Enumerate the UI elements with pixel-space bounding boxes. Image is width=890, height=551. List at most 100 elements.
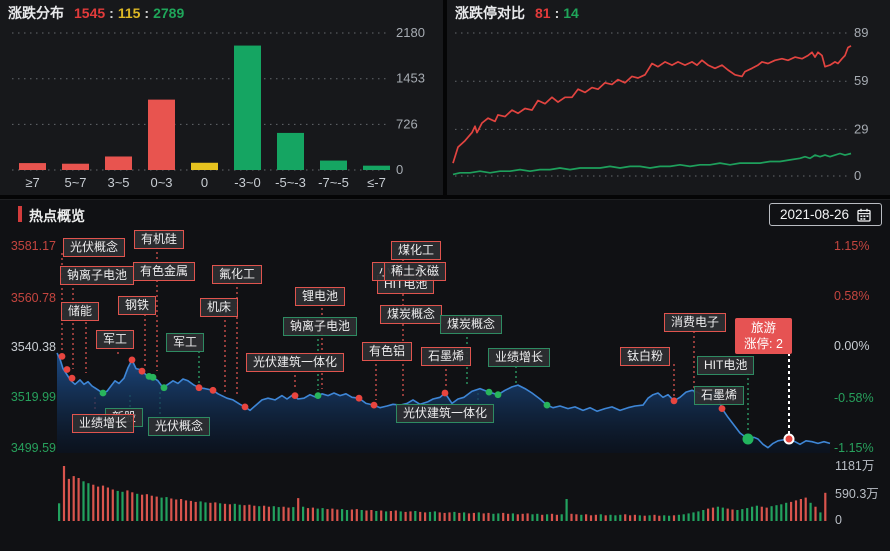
event-dot-down bbox=[485, 388, 493, 396]
y-tick: 0 bbox=[396, 162, 403, 177]
volume-bar bbox=[189, 500, 192, 521]
hotspot-label[interactable]: 机床 bbox=[200, 298, 239, 317]
hotspot-label[interactable]: 军工 bbox=[166, 333, 205, 352]
x-category: 5~7 bbox=[64, 175, 86, 190]
event-dot-up bbox=[670, 397, 678, 405]
hotspot-label[interactable]: 氟化工 bbox=[212, 265, 263, 284]
hotspot-label[interactable]: 军工 bbox=[96, 330, 135, 349]
volume-bar bbox=[365, 510, 368, 521]
volume-bar bbox=[643, 515, 646, 521]
current-point-dot bbox=[783, 433, 795, 445]
distribution-bar bbox=[320, 160, 347, 170]
volume-bar bbox=[677, 514, 680, 521]
volume-bar bbox=[711, 507, 715, 521]
hotspot-label[interactable]: 钠离子电池 bbox=[283, 317, 358, 336]
hotspot-label[interactable]: 锂电池 bbox=[295, 287, 346, 306]
volume-bar bbox=[458, 512, 461, 521]
title-accent-bar bbox=[18, 206, 22, 222]
volume-bar bbox=[487, 512, 490, 521]
hotspot-label[interactable]: 有色铝 bbox=[362, 342, 413, 361]
event-dot-up bbox=[241, 403, 249, 411]
volume-bar bbox=[814, 506, 817, 521]
x-category: -3~0 bbox=[234, 175, 260, 190]
volume-bar bbox=[682, 514, 685, 521]
hotspot-label[interactable]: 钠离子电池 bbox=[60, 266, 135, 285]
volume-bar bbox=[394, 510, 397, 521]
hotspot-label[interactable]: 光伏建筑一体化 bbox=[396, 404, 495, 423]
hotspot-label[interactable]: 煤炭概念 bbox=[380, 305, 443, 324]
event-dot-up bbox=[58, 353, 66, 360]
volume-bar bbox=[502, 512, 505, 521]
volume-bar bbox=[448, 512, 451, 521]
volume-bar bbox=[136, 493, 139, 521]
hotspot-label[interactable]: 光伏概念 bbox=[148, 417, 211, 436]
panel-distribution: 涨跌分布 1545 : 115 : 2789 2180 1453 726 0 ≥7 5~7… bbox=[0, 0, 443, 195]
volume-bar bbox=[131, 492, 134, 521]
volume-bar bbox=[809, 502, 812, 521]
y-tick: 0 bbox=[854, 168, 861, 183]
hotspot-label[interactable]: 业绩增长 bbox=[488, 348, 551, 367]
index-area bbox=[57, 353, 830, 453]
hotspot-label[interactable]: HIT电池 bbox=[697, 356, 755, 375]
volume-bar bbox=[370, 510, 373, 521]
volume-bar bbox=[765, 507, 768, 521]
hotspots-title: 热点概览 bbox=[29, 208, 85, 224]
volume-bar bbox=[345, 510, 349, 521]
hotspot-label[interactable]: 储能 bbox=[61, 302, 100, 321]
hotspot-label[interactable]: 石墨烯 bbox=[421, 347, 472, 366]
volume-bar bbox=[790, 501, 793, 521]
x-category: ≤-7 bbox=[367, 175, 386, 190]
volume-bar bbox=[648, 515, 651, 521]
hotspot-label[interactable]: 有机硅 bbox=[134, 230, 185, 249]
hotspot-label[interactable]: 煤化工 bbox=[391, 241, 442, 260]
volume-axis-label: 590.3万 bbox=[835, 487, 879, 501]
volume-bar bbox=[555, 514, 558, 521]
hotspot-label[interactable]: 煤炭概念 bbox=[440, 315, 503, 334]
hotspot-label[interactable]: 钛白粉 bbox=[620, 347, 671, 366]
event-dot-up bbox=[209, 386, 217, 394]
hotspot-label[interactable]: 业绩增长 bbox=[72, 414, 135, 433]
volume-bar bbox=[804, 497, 807, 521]
volume-bar bbox=[707, 508, 710, 521]
volume-bar bbox=[589, 515, 593, 521]
volume-bar bbox=[141, 494, 144, 521]
volume-bar bbox=[565, 499, 568, 521]
hotspot-label[interactable]: 光伏建筑一体化 bbox=[246, 353, 345, 372]
volume-bar bbox=[609, 514, 612, 521]
hotspot-label[interactable]: 有色金属 bbox=[133, 262, 196, 281]
event-dot-down bbox=[160, 384, 168, 392]
hotspot-label[interactable]: 石墨烯 bbox=[694, 386, 745, 405]
volume-bar bbox=[775, 505, 778, 521]
volume-bar bbox=[170, 498, 173, 521]
volume-bar bbox=[619, 514, 622, 521]
volume-bar bbox=[633, 514, 636, 521]
hotspot-label[interactable]: 稀土永磁 bbox=[384, 262, 447, 281]
volume-bar bbox=[541, 514, 544, 521]
volume-bar bbox=[492, 513, 495, 521]
down-count: 2789 bbox=[153, 5, 185, 21]
date-picker[interactable]: 2021-08-26 bbox=[768, 203, 882, 226]
hotspot-label[interactable]: 钢铁 bbox=[118, 296, 157, 315]
volume-bar bbox=[629, 515, 632, 521]
event-dot-up bbox=[291, 392, 299, 399]
volume-bar bbox=[482, 513, 485, 521]
volume-bar bbox=[702, 510, 705, 521]
volume-bar bbox=[106, 487, 109, 521]
volume-bar bbox=[424, 512, 427, 521]
hotspot-tooltip: 旅游 涨停: 2 bbox=[735, 318, 792, 354]
volume-bar bbox=[331, 508, 334, 521]
volume-bar bbox=[472, 512, 475, 521]
hotspot-label[interactable]: 消费电子 bbox=[664, 313, 727, 332]
volume-bar bbox=[160, 497, 163, 521]
hotspot-label[interactable]: 光伏概念 bbox=[63, 238, 126, 257]
volume-bar bbox=[736, 510, 739, 521]
volume-bar bbox=[82, 481, 85, 521]
volume-bar bbox=[302, 506, 305, 521]
volume-bar bbox=[297, 498, 300, 521]
distribution-title: 涨跌分布 bbox=[8, 5, 64, 21]
distribution-header: 涨跌分布 1545 : 115 : 2789 bbox=[0, 0, 443, 26]
volume-bar bbox=[292, 507, 295, 521]
event-dot-up bbox=[195, 384, 203, 392]
volume-bar bbox=[380, 510, 383, 521]
event-dot-up bbox=[63, 366, 71, 373]
